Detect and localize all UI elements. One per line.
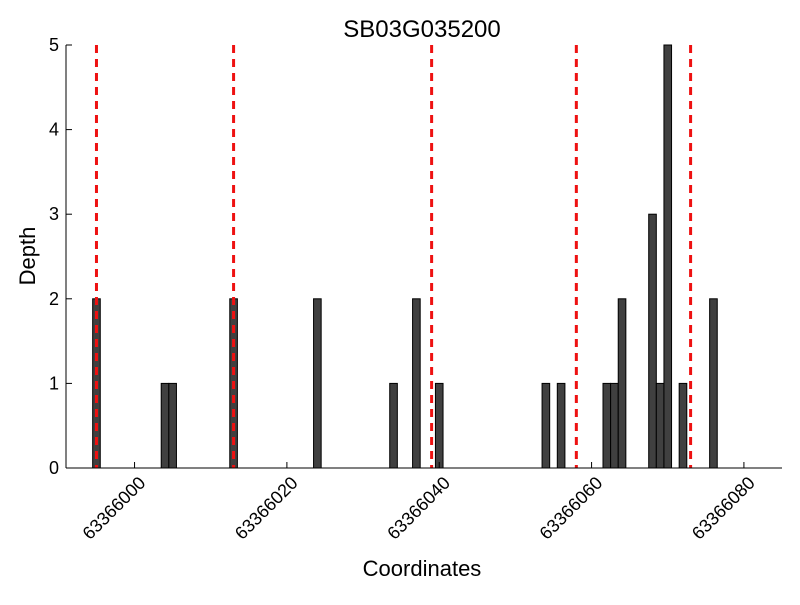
x-axis-label: Coordinates bbox=[363, 556, 482, 581]
x-tick-label: 63366000 bbox=[79, 473, 150, 544]
depth-bar bbox=[412, 298, 421, 469]
x-tick-label: 63366060 bbox=[536, 473, 607, 544]
y-tick-label: 0 bbox=[49, 458, 59, 478]
depth-bar bbox=[663, 44, 673, 469]
y-tick-label: 4 bbox=[49, 120, 59, 140]
depth-bar bbox=[648, 213, 657, 469]
depth-bar bbox=[434, 382, 444, 469]
depth-bar bbox=[610, 382, 619, 469]
markers-layer bbox=[94, 45, 693, 468]
chart-title: SB03G035200 bbox=[343, 16, 500, 43]
depth-bar bbox=[655, 382, 665, 469]
depth-bar bbox=[160, 382, 170, 469]
y-tick-label: 2 bbox=[49, 289, 59, 309]
depth-bar bbox=[678, 382, 688, 469]
depth-bar bbox=[556, 382, 566, 469]
depth-bar bbox=[168, 382, 177, 469]
y-tick-label: 1 bbox=[49, 373, 59, 393]
depth-bar bbox=[602, 382, 612, 469]
x-tick-label: 63366080 bbox=[688, 473, 759, 544]
depth-bar bbox=[709, 298, 718, 469]
depth-bar bbox=[313, 298, 322, 469]
y-axis-label: Depth bbox=[15, 227, 40, 286]
depth-bar bbox=[617, 298, 627, 469]
y-tick-label: 3 bbox=[49, 204, 59, 224]
x-tick-label: 63366020 bbox=[231, 473, 302, 544]
x-tick-label: 63366040 bbox=[383, 473, 454, 544]
depth-bar bbox=[389, 382, 398, 469]
bars-layer bbox=[92, 44, 718, 469]
y-tick-label: 5 bbox=[49, 35, 59, 55]
depth-bar bbox=[541, 382, 551, 469]
